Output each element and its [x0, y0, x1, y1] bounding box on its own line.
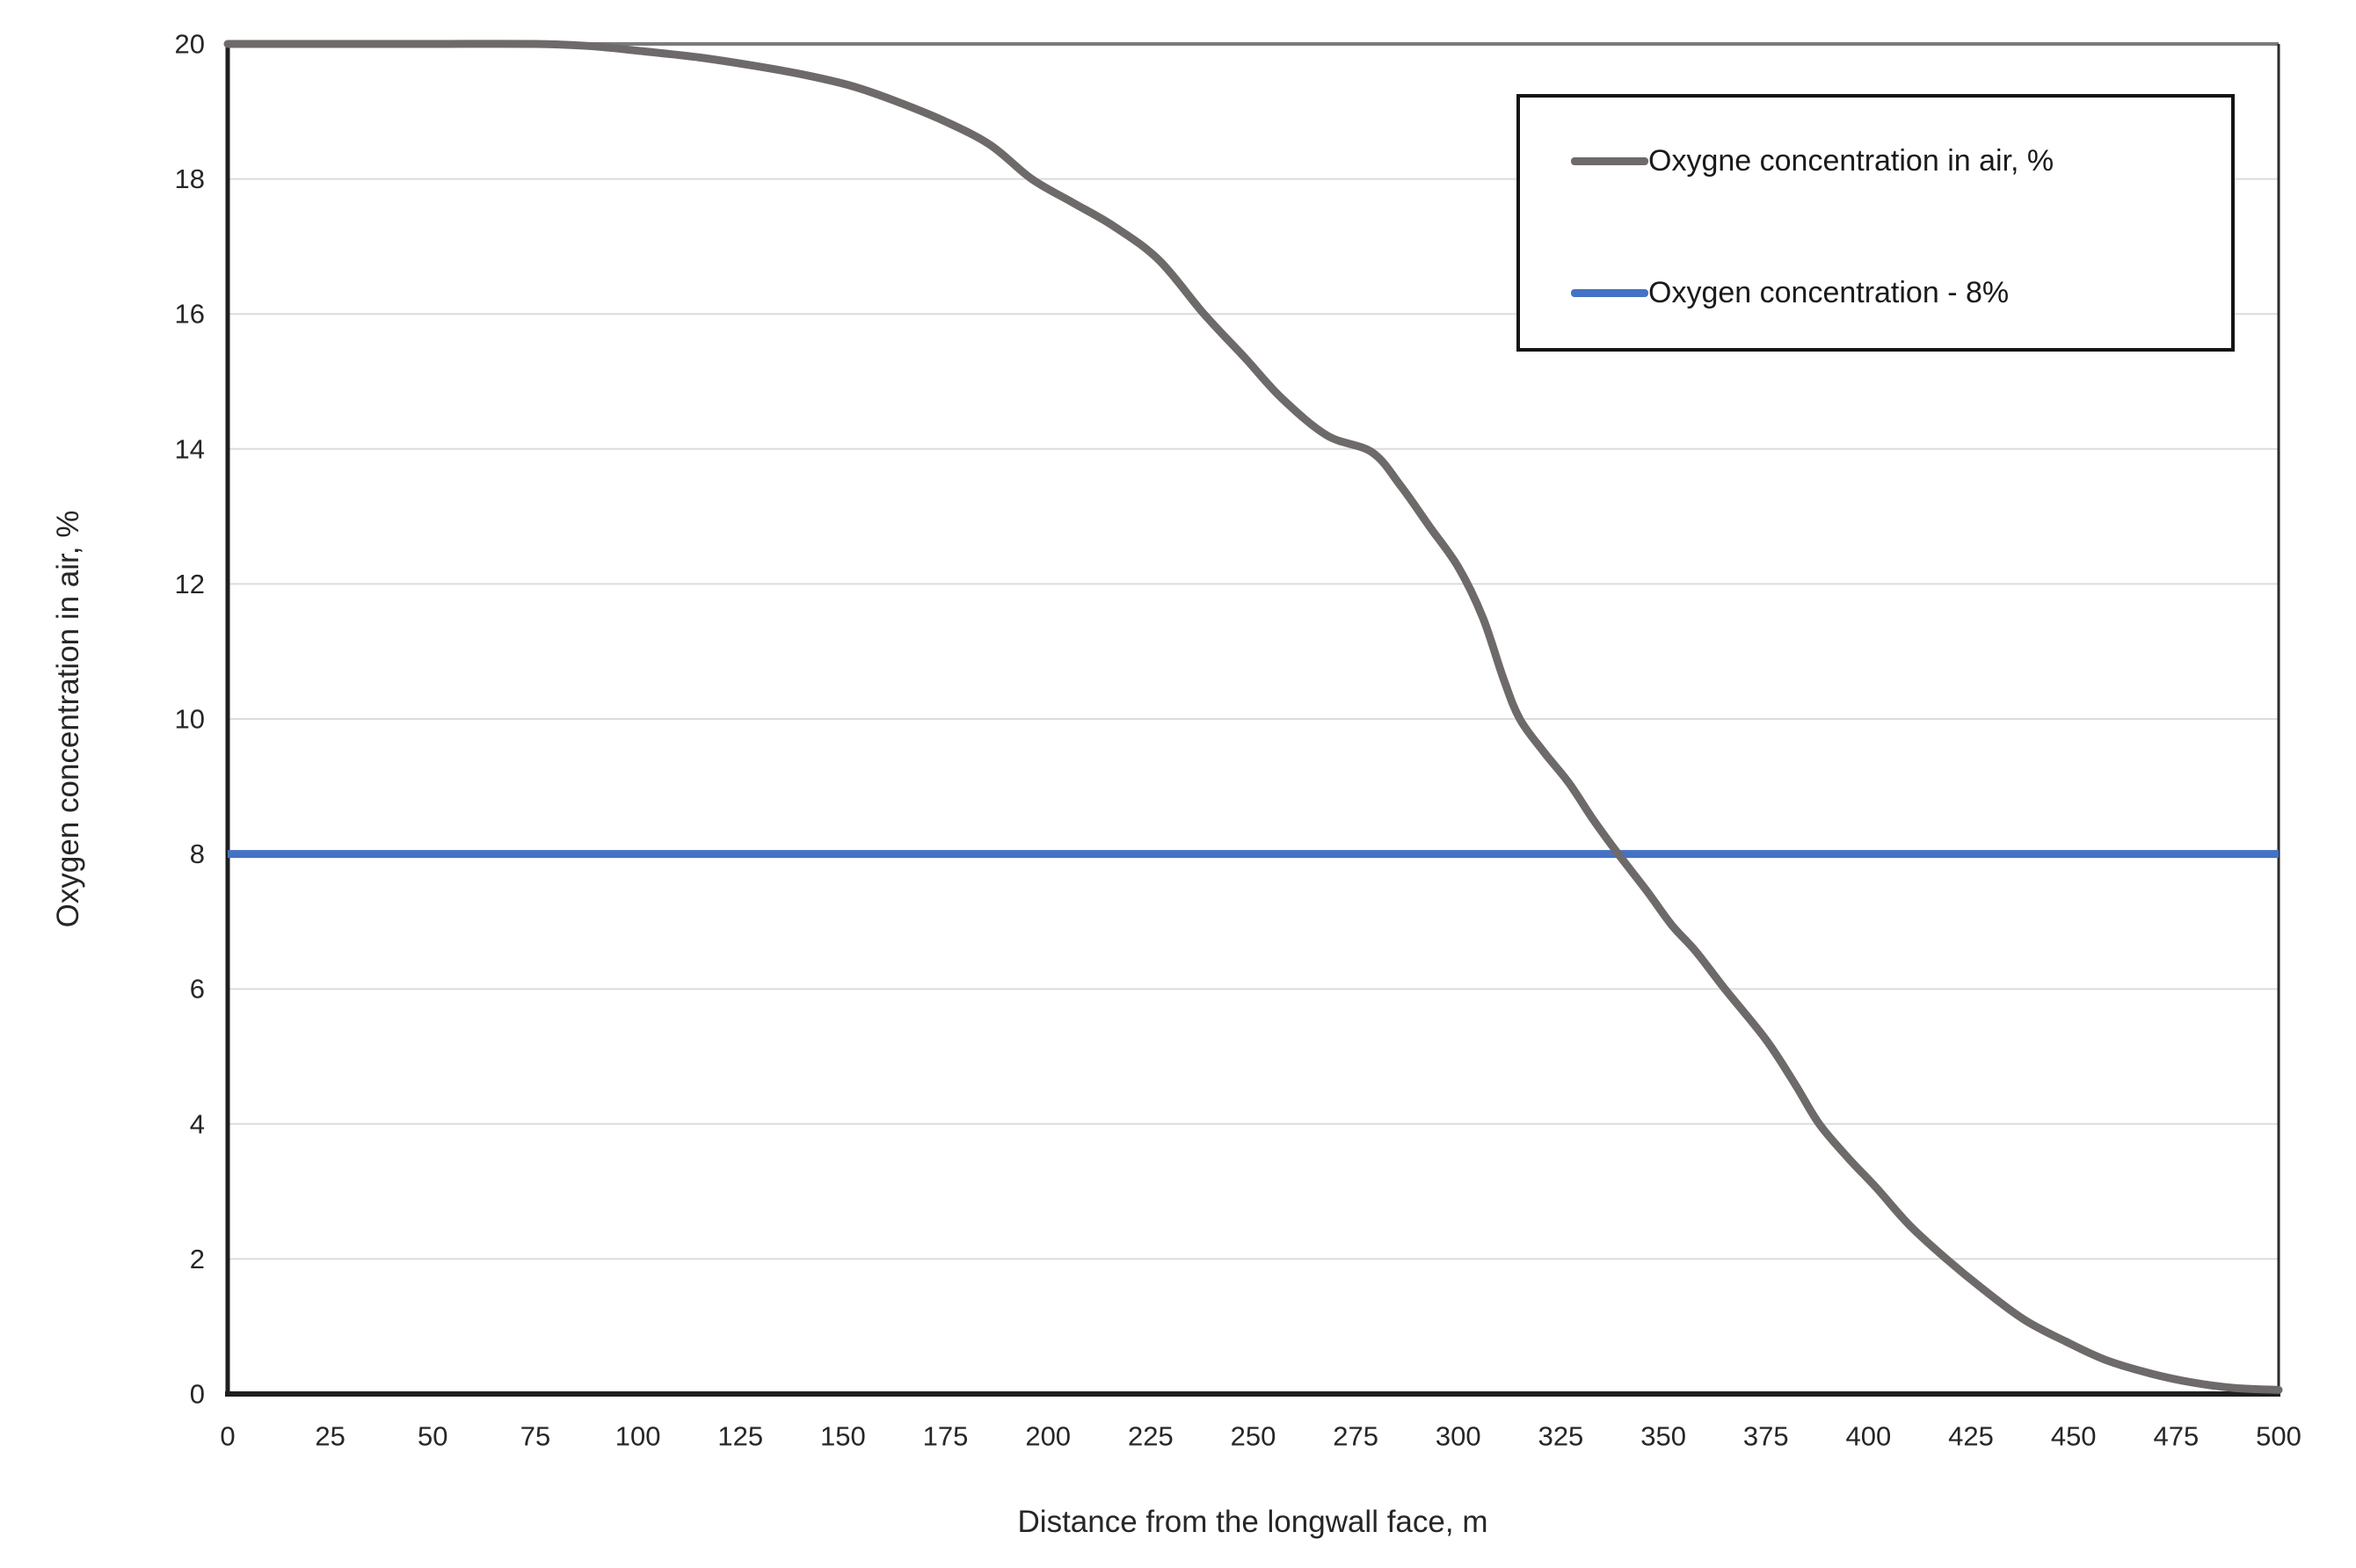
- x-tick-label: 75: [520, 1420, 550, 1451]
- y-tick-label: 4: [190, 1108, 205, 1139]
- y-tick-label: 8: [190, 838, 205, 869]
- legend-entry-oxygen-curve: Oxygne concentration in air, %: [1571, 140, 2054, 182]
- legend-entry-threshold: Oxygen concentration - 8%: [1571, 272, 2009, 314]
- x-tick-label: 325: [1538, 1420, 1584, 1451]
- x-tick-label: 25: [315, 1420, 345, 1451]
- x-tick-label: 425: [1948, 1420, 1994, 1451]
- x-tick-label: 200: [1025, 1420, 1071, 1451]
- y-tick-label: 18: [175, 163, 205, 194]
- x-tick-label: 375: [1743, 1420, 1789, 1451]
- legend-label-oxygen-curve: Oxygne concentration in air, %: [1648, 143, 2054, 178]
- x-tick-label: 100: [615, 1420, 661, 1451]
- x-tick-label: 275: [1333, 1420, 1378, 1451]
- x-tick-label: 400: [1846, 1420, 1892, 1451]
- x-tick-label: 450: [2051, 1420, 2097, 1451]
- x-tick-label: 350: [1640, 1420, 1686, 1451]
- x-tick-label: 500: [2256, 1420, 2301, 1451]
- y-tick-label: 20: [175, 29, 205, 60]
- oxygen-curve: [223, 40, 2283, 1394]
- x-tick-label: 50: [418, 1420, 447, 1451]
- legend: Oxygne concentration in air, % Oxygen co…: [1516, 94, 2235, 352]
- y-tick-label: 14: [175, 433, 205, 464]
- y-tick-label: 6: [190, 974, 205, 1005]
- y-axis-title: Oxygen concentration in air, %: [51, 510, 85, 928]
- y-tick-label: 0: [190, 1379, 205, 1410]
- x-tick-label: 300: [1436, 1420, 1481, 1451]
- y-tick-label: 10: [175, 704, 205, 735]
- legend-line-swatch-gray: [1571, 156, 1648, 165]
- y-tick-label: 16: [175, 299, 205, 330]
- x-tick-label: 175: [923, 1420, 969, 1451]
- legend-label-threshold: Oxygen concentration - 8%: [1648, 275, 2010, 309]
- x-tick-label: 0: [220, 1420, 235, 1451]
- x-tick-label: 125: [717, 1420, 763, 1451]
- x-tick-label: 150: [820, 1420, 866, 1451]
- y-tick-label: 2: [190, 1244, 205, 1274]
- x-tick-label: 250: [1231, 1420, 1276, 1451]
- legend-line-swatch-blue: [1571, 288, 1648, 297]
- y-tick-label: 12: [175, 569, 205, 599]
- x-tick-label: 475: [2153, 1420, 2199, 1451]
- x-tick-label: 225: [1128, 1420, 1174, 1451]
- x-axis-title: Distance from the longwall face, m: [1017, 1505, 1488, 1539]
